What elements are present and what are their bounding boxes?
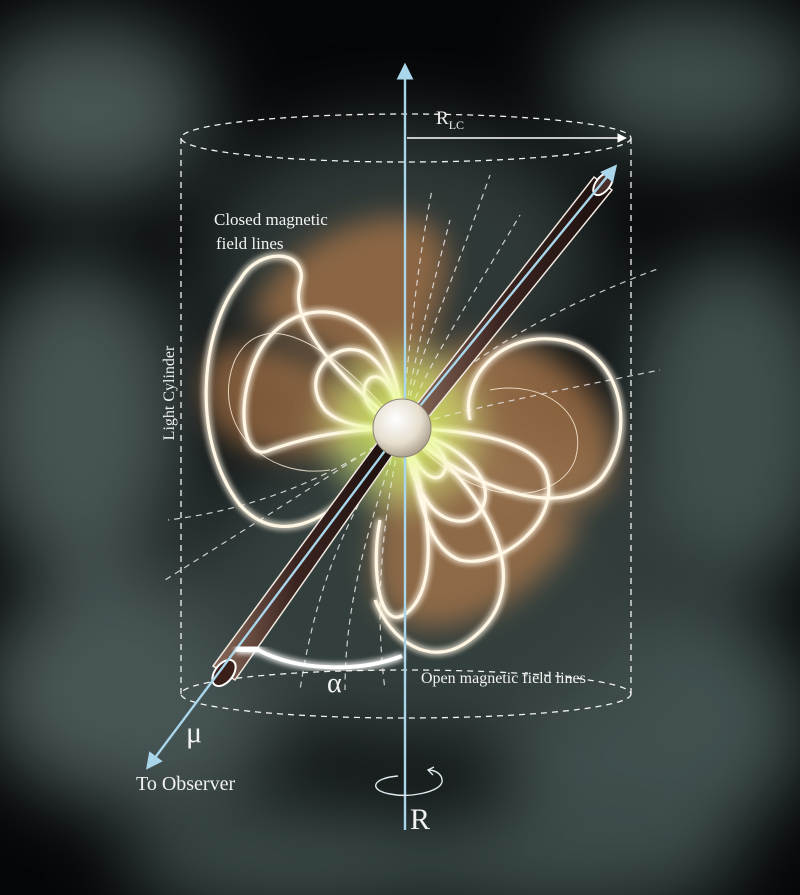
- closed-field-lines-label-line2: field lines: [216, 234, 284, 253]
- rotation-arrow-icon: [375, 766, 443, 796]
- closed-field-lines-label: Closed magnetic field lines: [214, 208, 328, 256]
- closed-field-lines-label-line1: Closed magnetic: [214, 210, 328, 229]
- radius-subscript-label: LC: [448, 118, 465, 132]
- magnetic-axis-upper: [401, 164, 618, 429]
- to-observer-label: To Observer: [136, 773, 236, 795]
- thin-field-lines: [228, 333, 579, 494]
- radius-main-label: R: [436, 108, 449, 129]
- alpha-arc: [235, 630, 403, 670]
- open-field-lines-label: Open magnetic field lines: [421, 670, 586, 687]
- magnetic-axis-lower: [145, 427, 403, 770]
- neutron-star: [372, 398, 432, 458]
- mu-label: μ: [186, 716, 203, 749]
- alpha-label: α: [327, 668, 342, 699]
- light-cylinder-radius-label: RLC: [436, 108, 465, 132]
- light-cylinder-label: Light Cylinder: [161, 345, 178, 441]
- rotation-axis-label: R: [410, 803, 431, 836]
